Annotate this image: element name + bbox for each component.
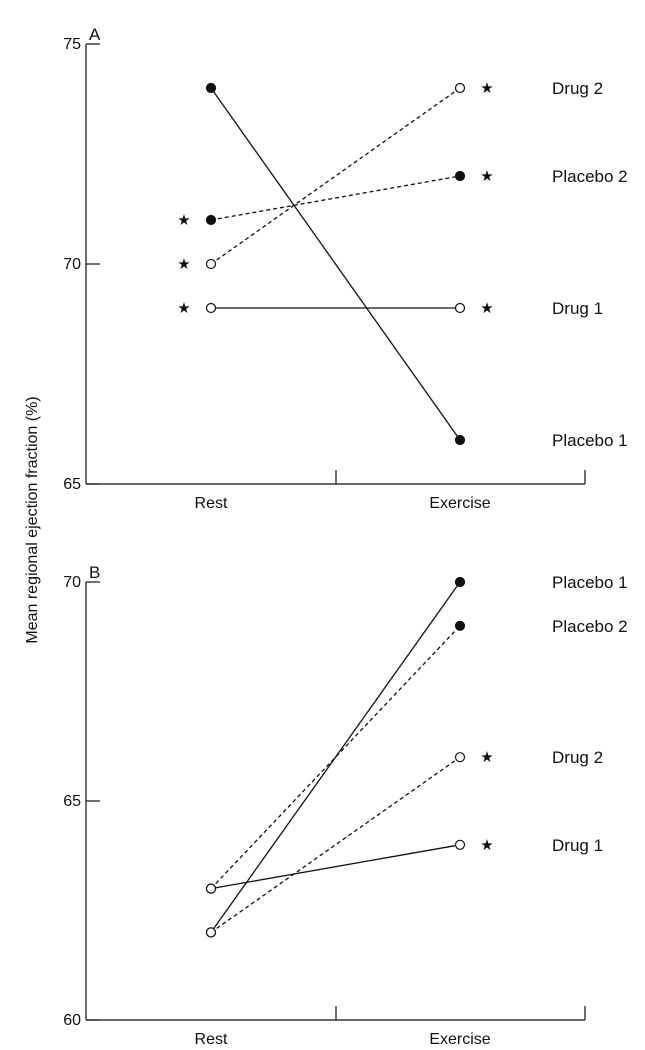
data-point [454, 620, 466, 631]
panel-a: A 65 70 75 Rest Exercise ★ ★ Drug 2 ★ ★ Placebo 2 ★ ★… [63, 25, 627, 512]
y-tick-label: 65 [63, 476, 81, 493]
series-label: Drug 2 [552, 79, 603, 98]
significance-star: ★ [480, 168, 493, 185]
y-axis-label: Mean regional ejection fraction (%) [24, 396, 41, 643]
y-tick-label: 65 [63, 793, 81, 810]
significance-star: ★ [177, 212, 190, 229]
y-tick-label: 60 [63, 1012, 81, 1029]
significance-star: ★ [177, 256, 190, 273]
series-label: Placebo 1 [552, 573, 628, 592]
series-line [210, 844, 461, 890]
data-point [454, 752, 466, 763]
data-point [454, 82, 466, 94]
series-label: Drug 2 [552, 748, 603, 767]
data-point [454, 170, 466, 182]
data-point [454, 302, 466, 314]
y-tick-label: 70 [63, 574, 81, 591]
series-line [210, 175, 461, 221]
series-label: Placebo 1 [552, 431, 628, 450]
series-line [210, 87, 461, 441]
y-tick-label: 75 [63, 36, 81, 53]
series-line [210, 581, 461, 933]
data-point [454, 576, 466, 588]
x-tick-label: Rest [195, 495, 228, 512]
significance-star: ★ [480, 837, 493, 854]
data-point [205, 927, 217, 938]
x-tick-label: Exercise [429, 495, 490, 512]
data-point [205, 302, 217, 314]
x-tick-label: Exercise [429, 1031, 490, 1048]
x-tick-label: Rest [195, 1031, 228, 1048]
data-point [205, 82, 217, 94]
series-label: Placebo 2 [552, 617, 628, 636]
significance-star: ★ [177, 300, 190, 317]
series-label: Placebo 2 [552, 167, 628, 186]
significance-star: ★ [480, 300, 493, 317]
panel-b: B 60 65 70 Rest Exercise Placebo 1 Placebo 2 ★ Dr… [63, 563, 627, 1048]
panel-letter: A [89, 25, 101, 44]
series-line [210, 756, 461, 933]
data-point [454, 839, 466, 850]
significance-star: ★ [480, 749, 493, 766]
significance-star: ★ [480, 80, 493, 97]
data-point [205, 214, 217, 226]
panel-letter: B [89, 563, 100, 582]
data-point [205, 883, 217, 894]
series-label: Drug 1 [552, 299, 603, 318]
series-label: Drug 1 [552, 836, 603, 855]
series-line [210, 625, 461, 890]
data-point [454, 434, 466, 446]
y-tick-label: 70 [63, 256, 81, 273]
series-line [210, 87, 461, 265]
data-point [205, 258, 217, 270]
